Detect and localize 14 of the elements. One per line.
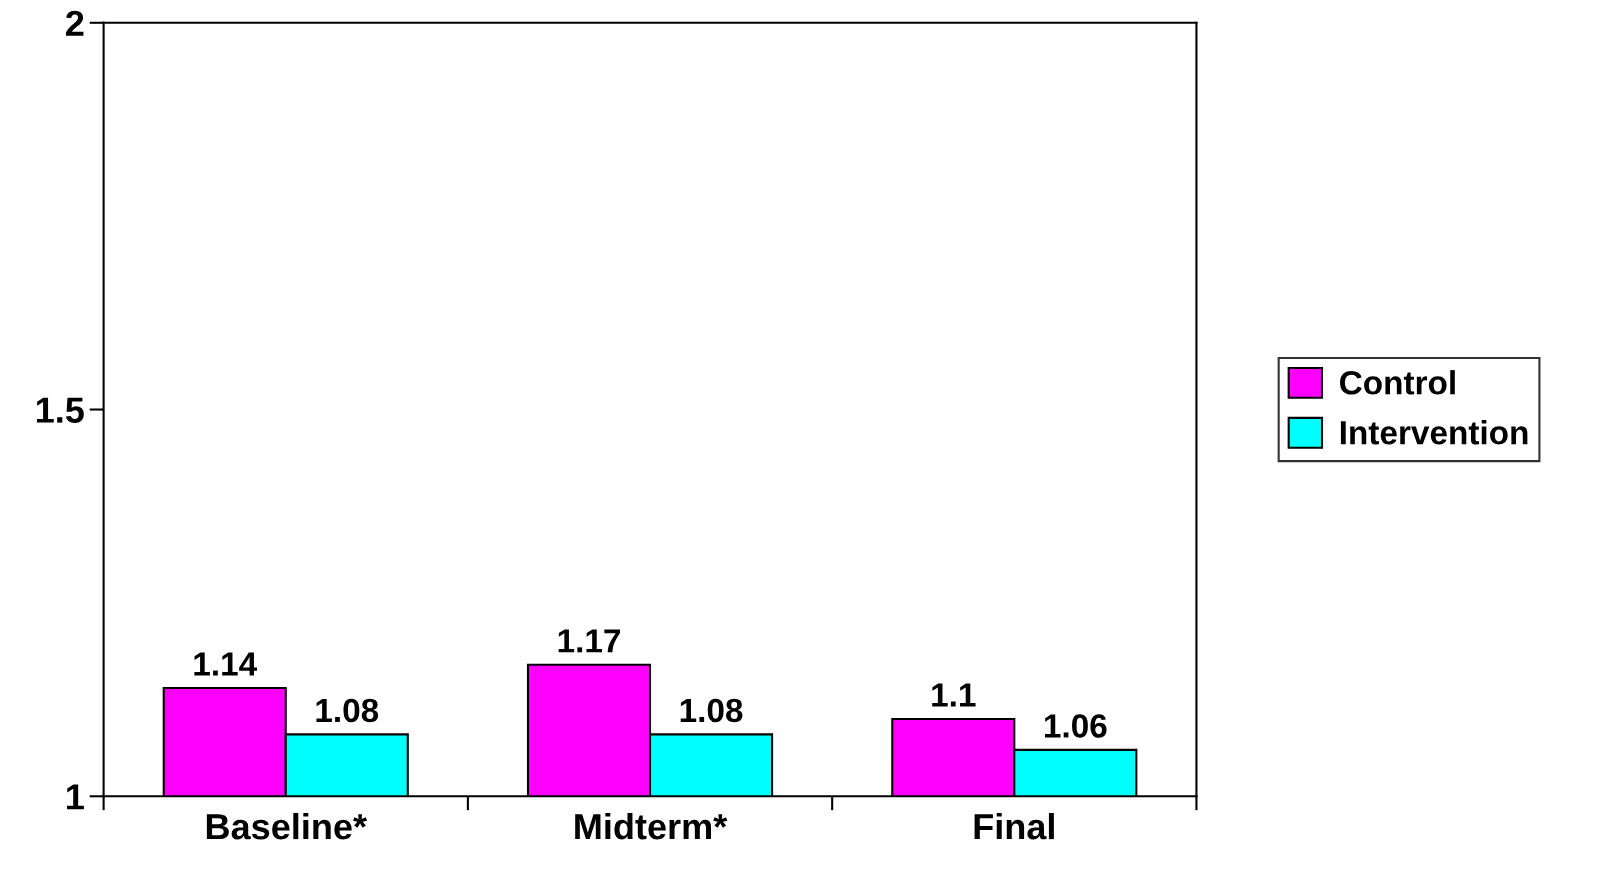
x-tick-label: Baseline* xyxy=(206,812,368,840)
data-label: 1.08 xyxy=(680,698,743,723)
data-label: 1.1 xyxy=(932,683,976,707)
x-tick-label: Midterm* xyxy=(575,812,728,840)
legend-label: Intervention xyxy=(1340,420,1528,445)
data-label: 1.14 xyxy=(194,652,257,676)
y-tick-label: 1.5 xyxy=(36,397,84,423)
legend-label: Control xyxy=(1340,370,1455,395)
y-tick-label: 2 xyxy=(66,10,84,36)
data-label: 1.06 xyxy=(1044,714,1107,738)
data-label: 1.17 xyxy=(558,629,620,653)
y-tick-label: 1 xyxy=(67,784,84,810)
x-tick-label: Final xyxy=(974,812,1054,840)
data-label: 1.08 xyxy=(316,698,379,723)
